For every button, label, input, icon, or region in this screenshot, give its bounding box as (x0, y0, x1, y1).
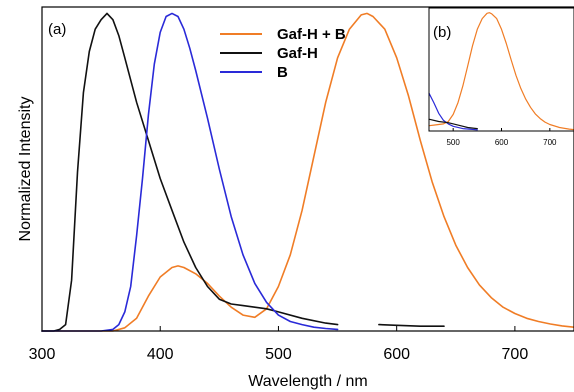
inset-series-gaf-h-2 (428, 118, 478, 130)
main-series-gaf-h-2 (378, 323, 445, 327)
main-series-b-3 (41, 12, 339, 332)
main-series-gaf-h-1 (41, 12, 339, 332)
legend-label-b: B (277, 64, 288, 81)
main-series-gaf-h-b-0 (41, 12, 574, 332)
inset-x-tick-label-500: 500 (446, 138, 460, 147)
y-axis-label: Normalized Intensity (17, 97, 34, 242)
inset-x-tick-label-700: 700 (543, 138, 557, 147)
inset-panel: 500 600 700 (b) (428, 7, 574, 147)
main-panel: 300 400 500 600 700 (a) Wavelength / nm Norm… (17, 6, 574, 390)
inset-series-lines (428, 12, 574, 131)
main-x-tick-label-400: 400 (147, 346, 174, 363)
main-x-tick-label-500: 500 (265, 346, 292, 363)
legend: Gaf-H + B Gaf-H B (220, 26, 346, 81)
main-series-lines (41, 12, 574, 332)
inset-x-ticks: 500 600 700 (446, 128, 557, 147)
inset-series-gaf-h-b-0 (428, 12, 574, 131)
legend-label-gaf-h: Gaf-H (277, 45, 318, 62)
x-axis-label: Wavelength / nm (248, 373, 367, 390)
main-x-ticks: 300 400 500 600 700 (29, 326, 529, 363)
main-x-tick-label-600: 600 (383, 346, 410, 363)
inset-x-tick-label-600: 600 (495, 138, 509, 147)
main-x-tick-label-700: 700 (502, 346, 529, 363)
main-panel-label: (a) (48, 21, 66, 38)
legend-label-gaf-h-b: Gaf-H + B (277, 26, 346, 43)
main-x-tick-label-300: 300 (29, 346, 56, 363)
main-plot-frame (41, 6, 574, 332)
inset-panel-label: (b) (433, 24, 451, 41)
